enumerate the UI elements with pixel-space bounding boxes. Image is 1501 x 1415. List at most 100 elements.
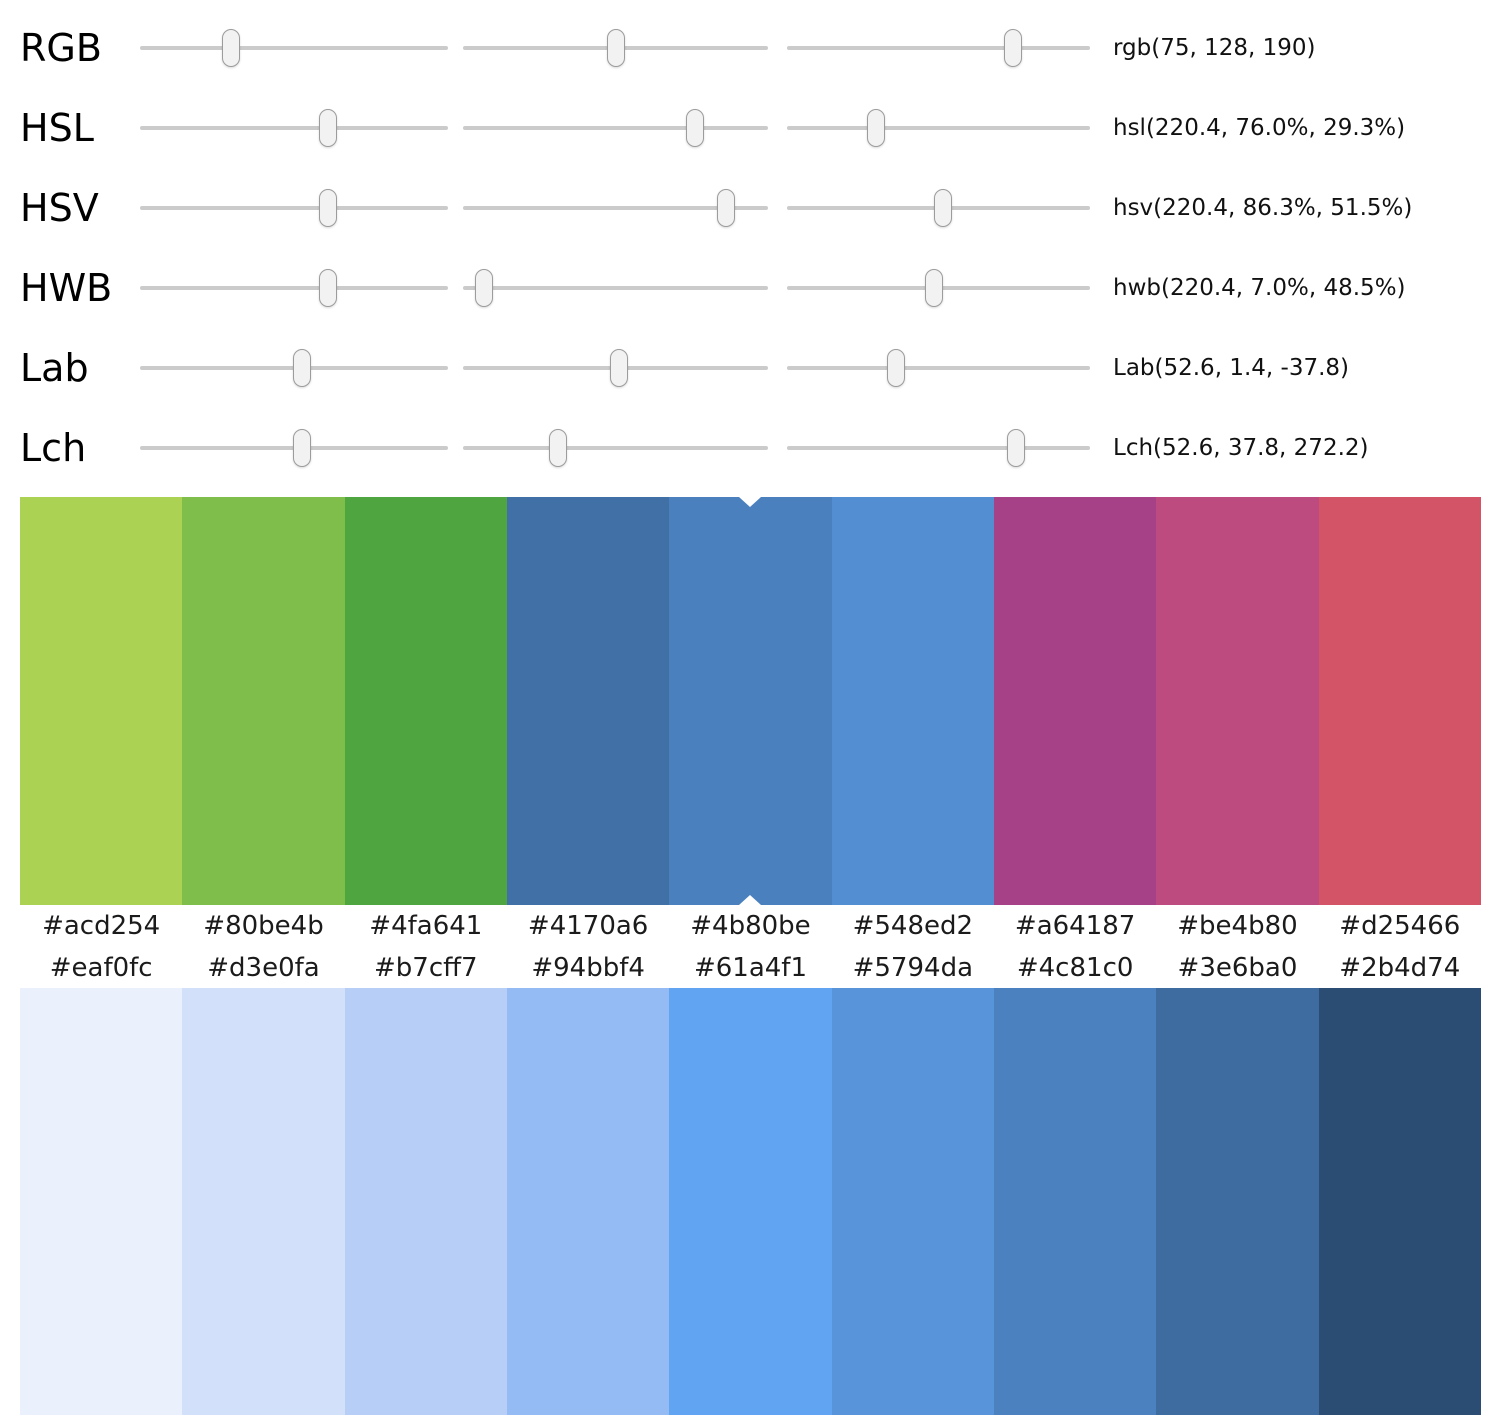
slider-thumb[interactable]	[607, 29, 626, 67]
color-value-readout: hsl(220.4, 76.0%, 29.3%)	[1113, 115, 1406, 141]
slider-track	[787, 126, 1090, 130]
colorspace-label: HWB	[20, 266, 113, 310]
hex-code-label: #a64187	[1014, 911, 1136, 941]
slider-thumb[interactable]	[319, 109, 338, 147]
color-value-readout: Lab(52.6, 1.4, -37.8)	[1113, 355, 1349, 381]
slider-thumb[interactable]	[319, 189, 338, 227]
slider-channel-3[interactable]	[787, 26, 1090, 70]
palette-swatch[interactable]	[182, 497, 345, 905]
slider-channel-2[interactable]	[463, 346, 768, 390]
palette-swatch[interactable]	[1156, 988, 1319, 1415]
slider-channel-3[interactable]	[787, 346, 1090, 390]
slider-thumb[interactable]	[924, 269, 943, 307]
slider-channel-1[interactable]	[140, 106, 448, 150]
hue-hex-labels: #acd254 #80be4b #4fa641 #4170a6 #4b80be #548e…	[20, 905, 1481, 947]
slider-track	[140, 206, 448, 210]
slider-row: HSV hsv(220.4, 86.3%, 51.5%)	[0, 168, 1501, 248]
slider-track	[463, 286, 768, 290]
slider-panel: RGB rgb(75, 128, 190) HSL hsl(220.4,	[0, 0, 1501, 497]
slider-row: HSL hsl(220.4, 76.0%, 29.3%)	[0, 88, 1501, 168]
colorspace-label: HSL	[20, 106, 94, 150]
slider-track	[463, 126, 768, 130]
hex-code-label: #3e6ba0	[1177, 952, 1298, 983]
palette-swatch[interactable]	[669, 497, 832, 905]
slider-channel-1[interactable]	[140, 426, 448, 470]
slider-thumb[interactable]	[475, 269, 494, 307]
slider-thumb[interactable]	[1007, 429, 1026, 467]
palette-swatch[interactable]	[669, 988, 832, 1415]
slider-track	[140, 286, 448, 290]
slider-thumb[interactable]	[609, 349, 628, 387]
slider-channel-3[interactable]	[787, 266, 1090, 310]
palette-swatch[interactable]	[506, 497, 670, 905]
slider-thumb[interactable]	[866, 109, 885, 147]
lightness-palette	[20, 988, 1481, 1415]
slider-thumb[interactable]	[887, 349, 906, 387]
slider-channel-3[interactable]	[787, 186, 1090, 230]
hex-code-label: #4c81c0	[1016, 952, 1134, 983]
selected-swatch-marker-icon	[739, 497, 762, 507]
hex-code-label: #b7cff7	[374, 952, 478, 983]
slider-thumb[interactable]	[685, 109, 704, 147]
slider-track	[140, 46, 448, 50]
hex-code-label: #4170a6	[527, 911, 649, 941]
palette-swatch[interactable]	[831, 497, 994, 905]
hex-code-label: #61a4f1	[693, 952, 807, 983]
slider-thumb[interactable]	[548, 429, 567, 467]
slider-track	[463, 206, 768, 210]
palette-swatch[interactable]	[20, 497, 183, 905]
palette-swatch[interactable]	[1318, 988, 1481, 1415]
slider-thumb[interactable]	[319, 269, 338, 307]
palette-swatch[interactable]	[20, 988, 183, 1415]
palette-swatch[interactable]	[506, 988, 670, 1415]
colorspace-label: Lch	[20, 426, 87, 470]
palette-swatch[interactable]	[993, 988, 1157, 1415]
palette-swatch[interactable]	[993, 497, 1157, 905]
palette-swatch[interactable]	[344, 988, 507, 1415]
slider-thumb[interactable]	[293, 429, 311, 467]
hex-code-label: #2b4d74	[1339, 952, 1461, 983]
slider-channel-2[interactable]	[463, 186, 768, 230]
color-value-readout: hsv(220.4, 86.3%, 51.5%)	[1113, 195, 1413, 221]
slider-channel-2[interactable]	[463, 26, 768, 70]
slider-channel-1[interactable]	[140, 186, 448, 230]
color-value-readout: Lch(52.6, 37.8, 272.2)	[1113, 435, 1369, 461]
palette-swatch[interactable]	[1156, 497, 1319, 905]
slider-channel-2[interactable]	[463, 266, 768, 310]
slider-thumb[interactable]	[293, 349, 311, 387]
slider-channel-1[interactable]	[140, 26, 448, 70]
palette-swatch[interactable]	[1318, 497, 1481, 905]
hex-code-label: #4fa641	[369, 911, 483, 941]
hex-code-label: #d3e0fa	[207, 952, 320, 983]
slider-track	[140, 126, 448, 130]
slider-channel-1[interactable]	[140, 346, 448, 390]
slider-track	[463, 446, 768, 450]
color-value-readout: rgb(75, 128, 190)	[1113, 35, 1316, 61]
hex-code-label: #eaf0fc	[49, 952, 153, 983]
palette-swatch[interactable]	[344, 497, 507, 905]
slider-channel-1[interactable]	[140, 266, 448, 310]
slider-channel-2[interactable]	[463, 426, 768, 470]
slider-channel-3[interactable]	[787, 106, 1090, 150]
slider-row: HWB hwb(220.4, 7.0%, 48.5%)	[0, 248, 1501, 328]
slider-track	[787, 446, 1090, 450]
slider-row: Lch Lch(52.6, 37.8, 272.2)	[0, 408, 1501, 488]
hex-code-label: #be4b80	[1177, 911, 1298, 941]
slider-thumb[interactable]	[934, 189, 953, 227]
slider-thumb[interactable]	[717, 189, 736, 227]
colorspace-label: RGB	[20, 26, 102, 70]
hex-code-label: #548ed2	[852, 911, 974, 941]
palette-swatch[interactable]	[182, 988, 345, 1415]
slider-channel-2[interactable]	[463, 106, 768, 150]
hex-code-label: #acd254	[42, 911, 161, 941]
colorspace-label: HSV	[20, 186, 99, 230]
slider-channel-3[interactable]	[787, 426, 1090, 470]
hex-code-label: #5794da	[852, 952, 973, 983]
slider-thumb[interactable]	[221, 29, 240, 67]
palette-swatch[interactable]	[831, 988, 994, 1415]
hex-code-label: #d25466	[1339, 911, 1461, 941]
slider-thumb[interactable]	[1003, 29, 1022, 67]
slider-row: RGB rgb(75, 128, 190)	[0, 8, 1501, 88]
colorspace-label: Lab	[20, 346, 89, 390]
